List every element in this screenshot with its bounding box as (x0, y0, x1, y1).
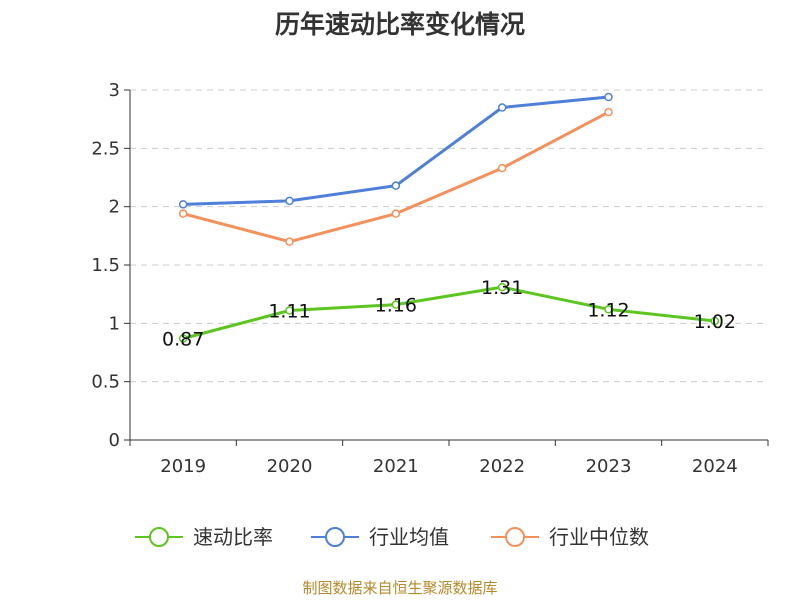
data-point-1 (178, 200, 188, 209)
series-line-2 (182, 110, 610, 244)
grid-lines (130, 89, 768, 383)
x-tick-label: 2019 (160, 456, 206, 477)
y-tick-label: 2.5 (91, 138, 120, 159)
data-point-0 (710, 316, 720, 326)
legend-label: 速动比率 (193, 525, 273, 549)
legend-item-1[interactable]: 行业均值 (311, 525, 449, 549)
data-point-0 (497, 282, 507, 292)
y-tick-label: 3 (109, 80, 120, 101)
data-point-0 (391, 300, 401, 309)
data-point-2 (604, 107, 613, 117)
data-label: 1.02 (694, 311, 736, 333)
data-point-1 (497, 103, 507, 112)
data-label: 1.31 (481, 277, 523, 299)
data-label: 0.87 (162, 329, 204, 351)
data-label: 1.11 (268, 301, 310, 323)
data-labels: 0.87 1.11 1.16 1.31 1.12 1.02 (162, 277, 736, 350)
chart-title: 历年速动比率变化情况 (275, 10, 525, 39)
series-line-0 (182, 285, 715, 340)
legend-label: 行业中位数 (549, 525, 649, 549)
legend-item-2[interactable]: 行业中位数 (491, 525, 649, 549)
y-tick-label: 1.5 (91, 255, 120, 276)
x-tick-label: 2021 (373, 456, 419, 477)
legend-marker (505, 527, 525, 547)
data-point-0 (604, 305, 613, 314)
y-tick-label: 1 (109, 313, 120, 334)
legend[interactable]: 速动比率 行业均值 行业中位数 (135, 525, 649, 549)
x-tick-label: 2020 (267, 456, 313, 477)
legend-marker (325, 527, 345, 547)
x-tick-label: 2023 (586, 456, 632, 477)
data-point-2 (497, 163, 507, 173)
legend-marker (149, 527, 169, 547)
data-point-2 (391, 209, 401, 218)
data-point-0 (285, 306, 294, 315)
series-layer (178, 92, 720, 343)
data-label: 1.16 (375, 295, 417, 317)
data-point-2 (178, 209, 188, 218)
data-point-1 (391, 181, 401, 190)
legend-item-0[interactable]: 速动比率 (135, 525, 273, 549)
source-note: 制图数据来自恒生聚源数据库 (302, 579, 497, 597)
y-tick-label: 2 (109, 197, 120, 218)
axes: 0 0.5 1 1.5 2 2.5 3 2019 2020 2021 2022 2023 2024 (91, 80, 769, 477)
legend-label: 行业均值 (369, 525, 449, 549)
data-point-2 (285, 237, 294, 246)
x-tick-label: 2024 (692, 456, 738, 477)
data-point-0 (178, 334, 188, 343)
y-tick-label: 0 (109, 430, 120, 451)
y-tick-label: 0.5 (91, 372, 120, 393)
data-point-1 (604, 92, 613, 102)
data-point-1 (285, 196, 294, 206)
x-tick-label: 2022 (479, 456, 525, 477)
data-label: 1.12 (587, 299, 629, 321)
